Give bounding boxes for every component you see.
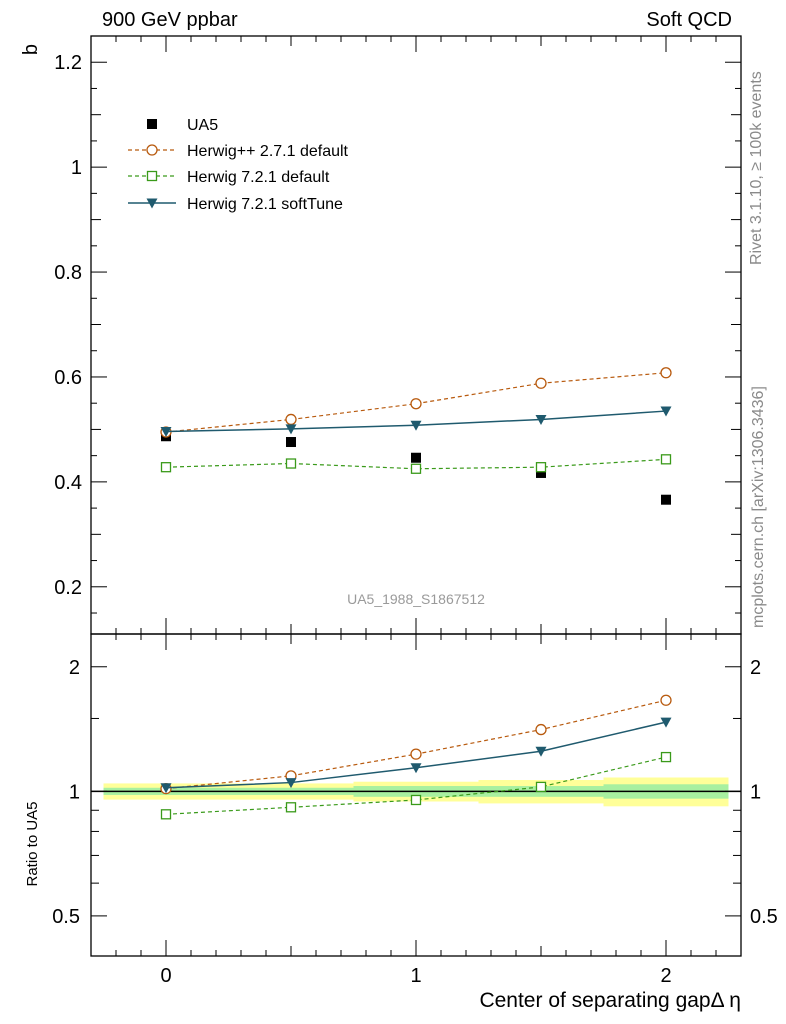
legend-marker-data [147, 119, 157, 129]
ratio-y-tick-label-right: 0.5 [750, 906, 778, 928]
ratio-softtune-point [410, 763, 422, 774]
main-herwig721-point [285, 458, 297, 469]
main-herwigpp-point [660, 367, 672, 379]
main-y-tick-label: 0.4 [54, 472, 82, 494]
analysis-label: UA5_1988_S1867512 [347, 591, 485, 607]
mcplots-label: mcplots.cern.ch [arXiv:1306.3436] [750, 386, 767, 628]
x-tick-label: 0 [160, 965, 171, 987]
legend-label-data: UA5 [187, 117, 218, 134]
main-herwig721-line [165, 458, 667, 470]
ratio-herwig721-point [160, 809, 172, 820]
ratio-herwigpp-point [410, 748, 422, 760]
main-softtune-point [285, 424, 297, 435]
main-data-point [411, 452, 421, 463]
ratio-herwig721-point [660, 751, 672, 763]
ratio-herwig721-point [285, 802, 297, 813]
x-tick-label: 1 [410, 965, 421, 987]
main-panel-curves [160, 367, 672, 505]
main-softtune-point [660, 406, 672, 417]
main-y-tick-label: 0.8 [54, 262, 82, 284]
rivet-version-label: Rivet 3.1.10, ≥ 100k events [748, 71, 765, 265]
ratio-y-tick-label: 2 [69, 657, 80, 679]
legend-marker-herwig721 [146, 170, 158, 182]
category-header: Soft QCD [646, 9, 732, 31]
main-y-tick-label: 1.2 [54, 52, 82, 74]
legend-label-herwigpp: Herwig++ 2.7.1 default [187, 143, 349, 160]
ratio-herwigpp-point [660, 694, 672, 706]
ratio-softtune-point [285, 778, 297, 789]
ratio-softtune-point [660, 717, 672, 728]
main-y-tick-label: 0.2 [54, 577, 82, 599]
main-y-tick-label: 0.6 [54, 367, 82, 389]
ratio-herwig721-point [410, 794, 422, 806]
main-y-axis-label: b [20, 44, 42, 55]
main-data-point [286, 437, 296, 448]
axes: 0.2 0.4 0.6 0.8 1 1.2 0.5 0.5 1 1 2 2 0 1 2 [52, 35, 778, 987]
legend-marker-herwigpp [146, 144, 158, 156]
ratio-softtune-point [160, 783, 172, 794]
main-herwig721-point [660, 454, 672, 465]
main-y-tick-label: 1 [71, 157, 82, 179]
ratio-y-tick-label: 1 [69, 781, 80, 803]
ratio-y-tick-label-right: 1 [750, 781, 761, 803]
legend-marker-softtune [146, 198, 158, 209]
x-axis-label: Center of separating gapΔ η [479, 989, 741, 1012]
main-herwigpp-point [410, 398, 422, 410]
legend-label-herwig721: Herwig 7.2.1 default [187, 169, 330, 186]
ratio-softtune-point [535, 746, 547, 757]
x-tick-label: 2 [660, 965, 671, 987]
main-softtune-point [535, 414, 547, 425]
ratio-panel-curves [160, 694, 672, 820]
ratio-herwigpp-point [535, 723, 547, 736]
main-herwig721-point [410, 463, 422, 474]
main-softtune-point [410, 420, 422, 431]
main-herwigpp-point [535, 377, 547, 389]
legend: UA5 Herwig++ 2.7.1 default Herwig 7.2.1 de… [128, 117, 349, 213]
ratio-y-tick-label-right: 2 [750, 657, 761, 679]
energy-header: 900 GeV ppbar [102, 9, 238, 31]
ratio-y-axis-label: Ratio to UA5 [24, 801, 41, 886]
main-data-point [661, 494, 671, 505]
legend-label-softtune: Herwig 7.2.1 softTune [187, 196, 343, 213]
main-herwigpp-line [165, 372, 667, 433]
main-herwig721-point [160, 462, 172, 473]
main-herwig721-point [535, 462, 547, 473]
ratio-y-tick-label: 0.5 [52, 906, 80, 928]
main-softtune-point [160, 427, 172, 438]
ratio-herwig721-point [535, 781, 547, 793]
main-data-point [536, 467, 546, 478]
main-herwigpp-point [285, 413, 297, 426]
